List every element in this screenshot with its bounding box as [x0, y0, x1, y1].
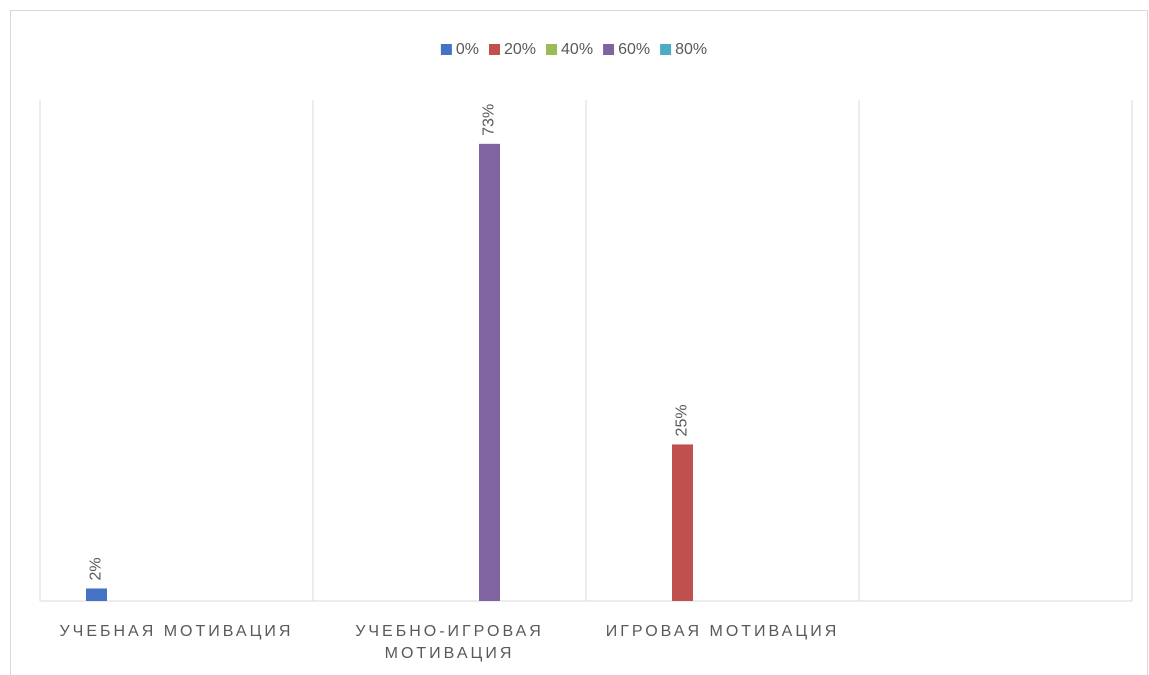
bar — [479, 143, 500, 601]
chart-border — [10, 10, 1148, 675]
legend-swatch — [660, 44, 672, 55]
data-label: 25% — [674, 404, 691, 436]
legend-swatch — [489, 44, 500, 55]
legend-swatch — [603, 44, 615, 55]
bar — [86, 588, 107, 601]
legend-label: 60% — [618, 41, 650, 58]
data-label: 73% — [481, 104, 498, 136]
data-label: 2% — [88, 557, 105, 580]
legend-label: 20% — [504, 41, 536, 58]
x-tick-label: ИГРОВАЯ МОТИВАЦИЯ — [605, 623, 840, 640]
x-tick-label: УЧЕБНО-ИГРОВАЯ МОТИВАЦИЯ — [355, 623, 544, 662]
legend-label: 80% — [675, 41, 707, 58]
legend-swatch — [440, 44, 452, 55]
legend-swatch — [546, 44, 558, 55]
legend-label: 40% — [561, 41, 593, 58]
bar — [672, 444, 693, 601]
legend-label: 0% — [456, 41, 479, 58]
x-tick-label: УЧЕБНАЯ МОТИВАЦИЯ — [59, 623, 294, 640]
